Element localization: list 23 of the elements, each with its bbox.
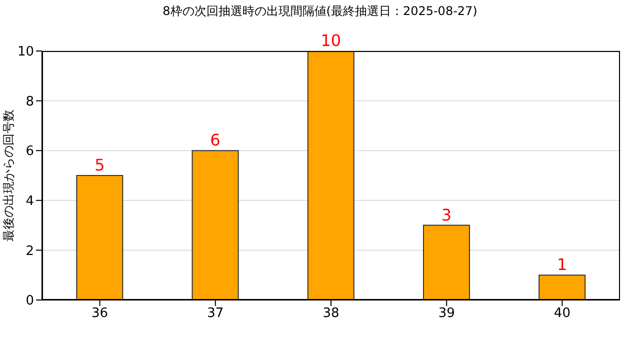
x-tick-label: 39 [438, 306, 455, 322]
x-tick-label: 36 [92, 306, 108, 322]
bar [76, 175, 124, 300]
y-axis-title: 最後の出現からの回号数 [1, 110, 16, 242]
y-tick-label: 2 [26, 244, 34, 259]
x-tick-label: 37 [207, 306, 224, 322]
x-tick-label: 40 [554, 306, 570, 322]
y-tick-label: 6 [26, 144, 34, 160]
y-tick-label: 0 [26, 294, 34, 309]
bar [192, 150, 239, 300]
bar [307, 51, 354, 300]
chart-title: 8枠の次回抽選時の出現間隔値(最終抽選日：2025-08-27) [162, 3, 478, 20]
bar [422, 224, 470, 300]
y-tick-label: 8 [26, 94, 34, 110]
data-label: 10 [320, 31, 342, 50]
bar [538, 274, 586, 300]
data-label: 1 [556, 255, 568, 274]
x-tick-label: 38 [322, 306, 340, 322]
data-label: 5 [94, 156, 105, 174]
data-label: 6 [210, 130, 220, 150]
data-label: 3 [441, 205, 452, 224]
y-tick-label: 10 [17, 44, 34, 60]
y-tick-label: 4 [26, 194, 34, 210]
